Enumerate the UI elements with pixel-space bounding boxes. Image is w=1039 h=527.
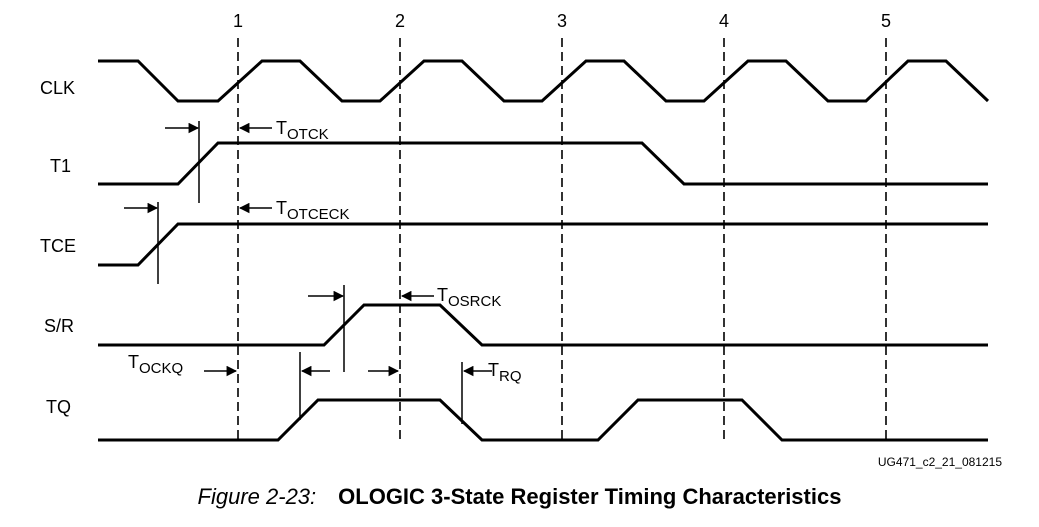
timing-label-totck: TOTCK [276, 118, 329, 143]
sr-waveform [98, 303, 988, 347]
document-id: UG471_c2_21_081215 [878, 455, 1002, 469]
signal-label-clk: CLK [40, 78, 75, 98]
timing-label-tosrck: TOSRCK [437, 285, 501, 310]
edge-label-5: 5 [881, 11, 891, 31]
timing-label-totceck: TOTCECK [276, 198, 350, 223]
tce-waveform [98, 222, 988, 267]
edge-label-4: 4 [719, 11, 729, 31]
timing-diagram: 1 2 3 4 5 CLK T1 TCE S/R TQ TOTCK TOTCEC… [40, 11, 1002, 469]
edge-label-1: 1 [233, 11, 243, 31]
edge-label-2: 2 [395, 11, 405, 31]
figure-number: Figure 2-23: [197, 484, 317, 509]
signal-label-t1: T1 [50, 156, 71, 176]
clk-waveform [98, 59, 990, 103]
timing-label-tockq: TOCKQ [128, 352, 183, 377]
figure-caption: Figure 2-23: OLOGIC 3-State Register Timi… [0, 484, 1039, 510]
edge-label-3: 3 [557, 11, 567, 31]
figure-title: OLOGIC 3-State Register Timing Character… [338, 484, 842, 509]
signal-label-tq: TQ [46, 397, 71, 417]
t1-waveform [98, 141, 988, 186]
tq-waveform [98, 398, 988, 442]
signal-label-sr: S/R [44, 316, 74, 336]
timing-label-trq: TRQ [488, 360, 522, 385]
signal-label-tce: TCE [40, 236, 76, 256]
